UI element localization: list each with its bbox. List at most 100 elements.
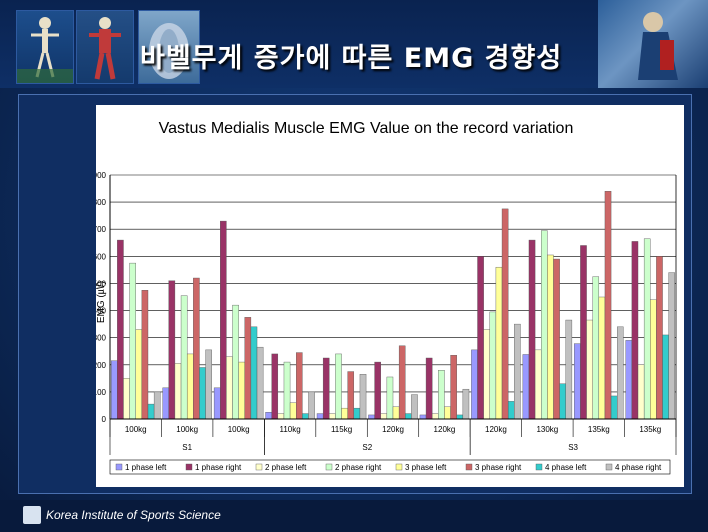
- bar: [329, 413, 336, 420]
- bar: [386, 376, 394, 420]
- bar: [199, 367, 206, 420]
- bar: [462, 388, 470, 420]
- bar: [283, 361, 291, 420]
- bar: [553, 258, 560, 420]
- legend-box: [109, 459, 671, 475]
- bar: [117, 239, 124, 420]
- legend: 1 phase left 1 phase right 2 phase left 2 p…: [109, 459, 671, 475]
- legend-swatch: [465, 463, 473, 471]
- bar: [411, 394, 418, 420]
- bar: [637, 364, 645, 420]
- bar: [419, 414, 427, 420]
- bar: [650, 299, 657, 420]
- x-tick-label: 115kg: [331, 425, 352, 434]
- bar: [522, 354, 530, 420]
- bar: [359, 374, 367, 420]
- bar: [574, 343, 581, 420]
- x-tick-label: 100kg: [228, 425, 250, 434]
- back-muscle-image: [138, 10, 200, 84]
- bar: [528, 239, 536, 420]
- x-tick-label: 120kg: [485, 425, 507, 434]
- y-tick-label: 300: [96, 334, 107, 343]
- bar: [322, 357, 330, 420]
- legend-label: 4 phase left: [545, 463, 587, 472]
- x-tick-label: 100kg: [176, 425, 198, 434]
- bar: [656, 256, 663, 420]
- bar: [547, 254, 554, 420]
- y-tick-label: 700: [96, 225, 107, 234]
- bar: [110, 360, 118, 420]
- bar: [668, 272, 675, 420]
- footer-bar: [0, 500, 708, 532]
- x-tick-label: 135kg: [639, 425, 661, 434]
- bar: [450, 355, 457, 420]
- bar: [643, 238, 651, 420]
- bar: [514, 323, 521, 420]
- bar: [438, 370, 445, 420]
- bar: [129, 262, 136, 420]
- bar: [232, 304, 239, 420]
- bar: [662, 334, 669, 420]
- bar: [489, 311, 497, 420]
- group-label: S2: [362, 443, 372, 452]
- emg-bar-chart: Vastus Medialis Muscle EMG Value on the …: [93, 120, 677, 475]
- y-tick-label: 100: [96, 388, 107, 397]
- group-label: S1: [182, 443, 192, 452]
- y-tick-label: 900: [96, 171, 107, 180]
- bar: [205, 349, 212, 420]
- legend-label: 1 phase left: [125, 463, 167, 472]
- x-tick-label: 120kg: [434, 425, 456, 434]
- bar: [238, 361, 245, 420]
- bar: [625, 340, 633, 420]
- bar: [180, 295, 188, 420]
- y-tick-label: 400: [96, 307, 107, 316]
- bar: [374, 361, 381, 420]
- legend-label: 2 phase left: [265, 463, 307, 472]
- bar: [580, 245, 587, 420]
- legend-swatch: [185, 463, 193, 471]
- bar: [250, 326, 258, 420]
- y-axis: 0 100 200 300 400 500 600 700 800 900: [93, 171, 677, 424]
- x-tick-label: 110kg: [279, 425, 300, 434]
- y-tick-label: 0: [102, 415, 107, 424]
- bar: [174, 363, 182, 420]
- bar: [471, 349, 478, 420]
- bar: [405, 413, 412, 420]
- bar: [425, 357, 433, 420]
- bar: [141, 290, 149, 420]
- page-title: 바벨무게 증가에 따른 EMG 경향성: [140, 43, 563, 74]
- bar: [341, 407, 348, 420]
- x-tick-label: 100kg: [125, 425, 147, 434]
- bar: [271, 353, 279, 420]
- bar: [335, 353, 342, 420]
- bar: [456, 414, 464, 420]
- bar: [162, 387, 169, 420]
- bar: [604, 191, 612, 420]
- group-label: S3: [568, 443, 578, 452]
- bar: [477, 256, 484, 420]
- bar: [316, 413, 324, 420]
- bar: [213, 387, 221, 420]
- bar: [308, 391, 315, 420]
- bar: [592, 276, 600, 420]
- bar: [610, 395, 618, 420]
- bar: [586, 319, 593, 420]
- legend-swatch: [325, 463, 333, 471]
- legend-swatch: [535, 463, 543, 471]
- footer-org: Korea Institute of Sports Science: [46, 508, 221, 522]
- x-tick-label: 120kg: [382, 425, 404, 434]
- athlete-image: [598, 0, 708, 88]
- bar: [226, 356, 233, 420]
- legend-label: 4 phase right: [615, 463, 662, 472]
- chart-title: Vastus Medialis Muscle EMG Value on the …: [159, 120, 574, 137]
- chart-panel: Vastus Medialis Muscle EMG Value on the …: [93, 105, 684, 487]
- x-tick-label: 130kg: [536, 425, 558, 434]
- bar: [541, 230, 548, 420]
- bar: [501, 208, 509, 420]
- legend-label: 3 phase left: [405, 463, 447, 472]
- bar: [302, 413, 309, 420]
- bar: [392, 406, 400, 420]
- bar: [244, 317, 252, 420]
- legend-swatch: [395, 463, 403, 471]
- bar: [444, 406, 451, 420]
